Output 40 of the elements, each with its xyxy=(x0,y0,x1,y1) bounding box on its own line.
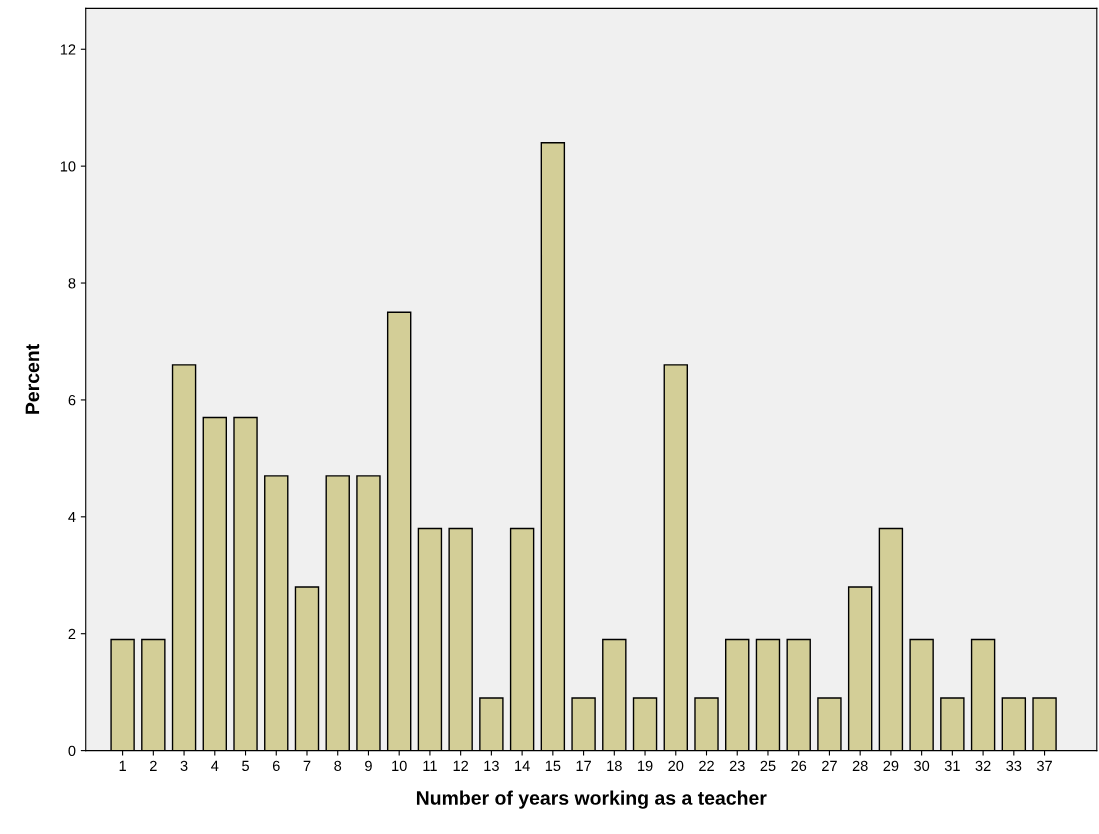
y-tick-label: 0 xyxy=(68,745,76,757)
x-tick-label: 26 xyxy=(791,760,807,772)
x-tick-label: 7 xyxy=(303,760,311,771)
x-tick-label: 33 xyxy=(1006,760,1022,772)
y-tick-label: 10 xyxy=(60,161,76,172)
x-tick-label: 28 xyxy=(852,760,868,772)
x-tick-label: 10 xyxy=(392,760,407,772)
y-tick-label: 8 xyxy=(68,278,76,289)
x-tick-label: 14 xyxy=(515,760,530,771)
x-tick-label: 19 xyxy=(638,760,653,772)
x-axis-title: Number of years working as a teacher xyxy=(416,790,767,809)
x-tick-label: 32 xyxy=(975,760,991,772)
x-tick-label: 15 xyxy=(545,760,561,772)
x-tick-label: 11 xyxy=(423,760,437,771)
x-tick-label: 30 xyxy=(914,760,930,772)
y-tick-label: 2 xyxy=(68,628,76,639)
x-tick-label: 12 xyxy=(453,760,469,771)
x-tick-label: 18 xyxy=(607,760,622,772)
x-tick-label: 9 xyxy=(365,760,372,772)
y-axis-title: Percent xyxy=(25,344,40,414)
x-tick-label: 17 xyxy=(576,760,591,771)
x-tick-label: 6 xyxy=(272,760,280,772)
x-tick-label: 37 xyxy=(1037,760,1052,772)
y-tick-label: 4 xyxy=(68,512,76,523)
x-tick-label: 8 xyxy=(334,760,342,772)
x-tick-label: 29 xyxy=(883,760,899,772)
x-tick-label: 13 xyxy=(484,760,499,772)
x-tick-label: 3 xyxy=(180,760,188,772)
y-tick-label: 12 xyxy=(60,44,76,55)
x-tick-label: 2 xyxy=(150,760,157,771)
x-tick-label: 31 xyxy=(944,760,960,772)
x-tick-label: 25 xyxy=(760,760,776,772)
x-tick-label: 22 xyxy=(699,760,714,771)
x-tick-label: 27 xyxy=(822,760,837,771)
x-tick-label: 1 xyxy=(119,760,126,771)
x-tick-label: 20 xyxy=(668,760,684,772)
x-tick-label: 4 xyxy=(211,760,219,771)
x-tick-label: 5 xyxy=(242,760,249,772)
y-tick-label: 6 xyxy=(68,395,76,406)
x-tick-label: 23 xyxy=(729,760,745,772)
